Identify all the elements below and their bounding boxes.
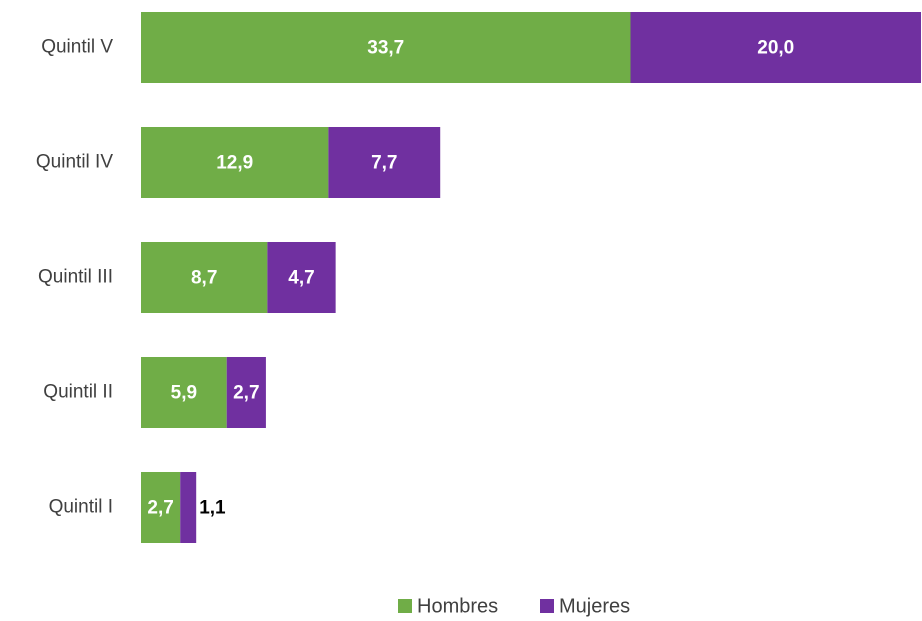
data-label: 2,7	[147, 498, 173, 519]
y-tick-label: Quintil III	[38, 267, 113, 288]
data-label: 20,0	[757, 38, 794, 59]
y-tick-label: Quintil V	[41, 37, 113, 58]
bar-segment	[630, 12, 921, 83]
legend-label: Hombres	[417, 595, 498, 617]
data-label: 1,1	[199, 498, 226, 519]
bar-segment	[267, 242, 336, 313]
legend-swatch	[398, 599, 412, 613]
bar-segment	[180, 472, 197, 543]
bar-segment	[141, 472, 181, 543]
data-label: 7,7	[371, 153, 397, 174]
bar-segment	[328, 127, 441, 198]
legend-label: Mujeres	[559, 595, 630, 617]
y-tick-label: Quintil IV	[36, 152, 113, 173]
bar-segment	[226, 357, 266, 428]
data-label: 2,7	[233, 383, 259, 404]
bar-segment	[141, 12, 631, 83]
data-label: 33,7	[367, 38, 404, 59]
data-label: 12,9	[216, 153, 253, 174]
bar-segment	[141, 127, 329, 198]
y-tick-label: Quintil I	[49, 497, 113, 518]
bar-segment	[141, 242, 268, 313]
bar-segment	[141, 357, 227, 428]
data-label: 5,9	[171, 383, 197, 404]
legend-swatch	[540, 599, 554, 613]
y-tick-label: Quintil II	[43, 382, 113, 403]
data-label: 4,7	[288, 268, 314, 289]
data-label: 8,7	[191, 268, 217, 289]
